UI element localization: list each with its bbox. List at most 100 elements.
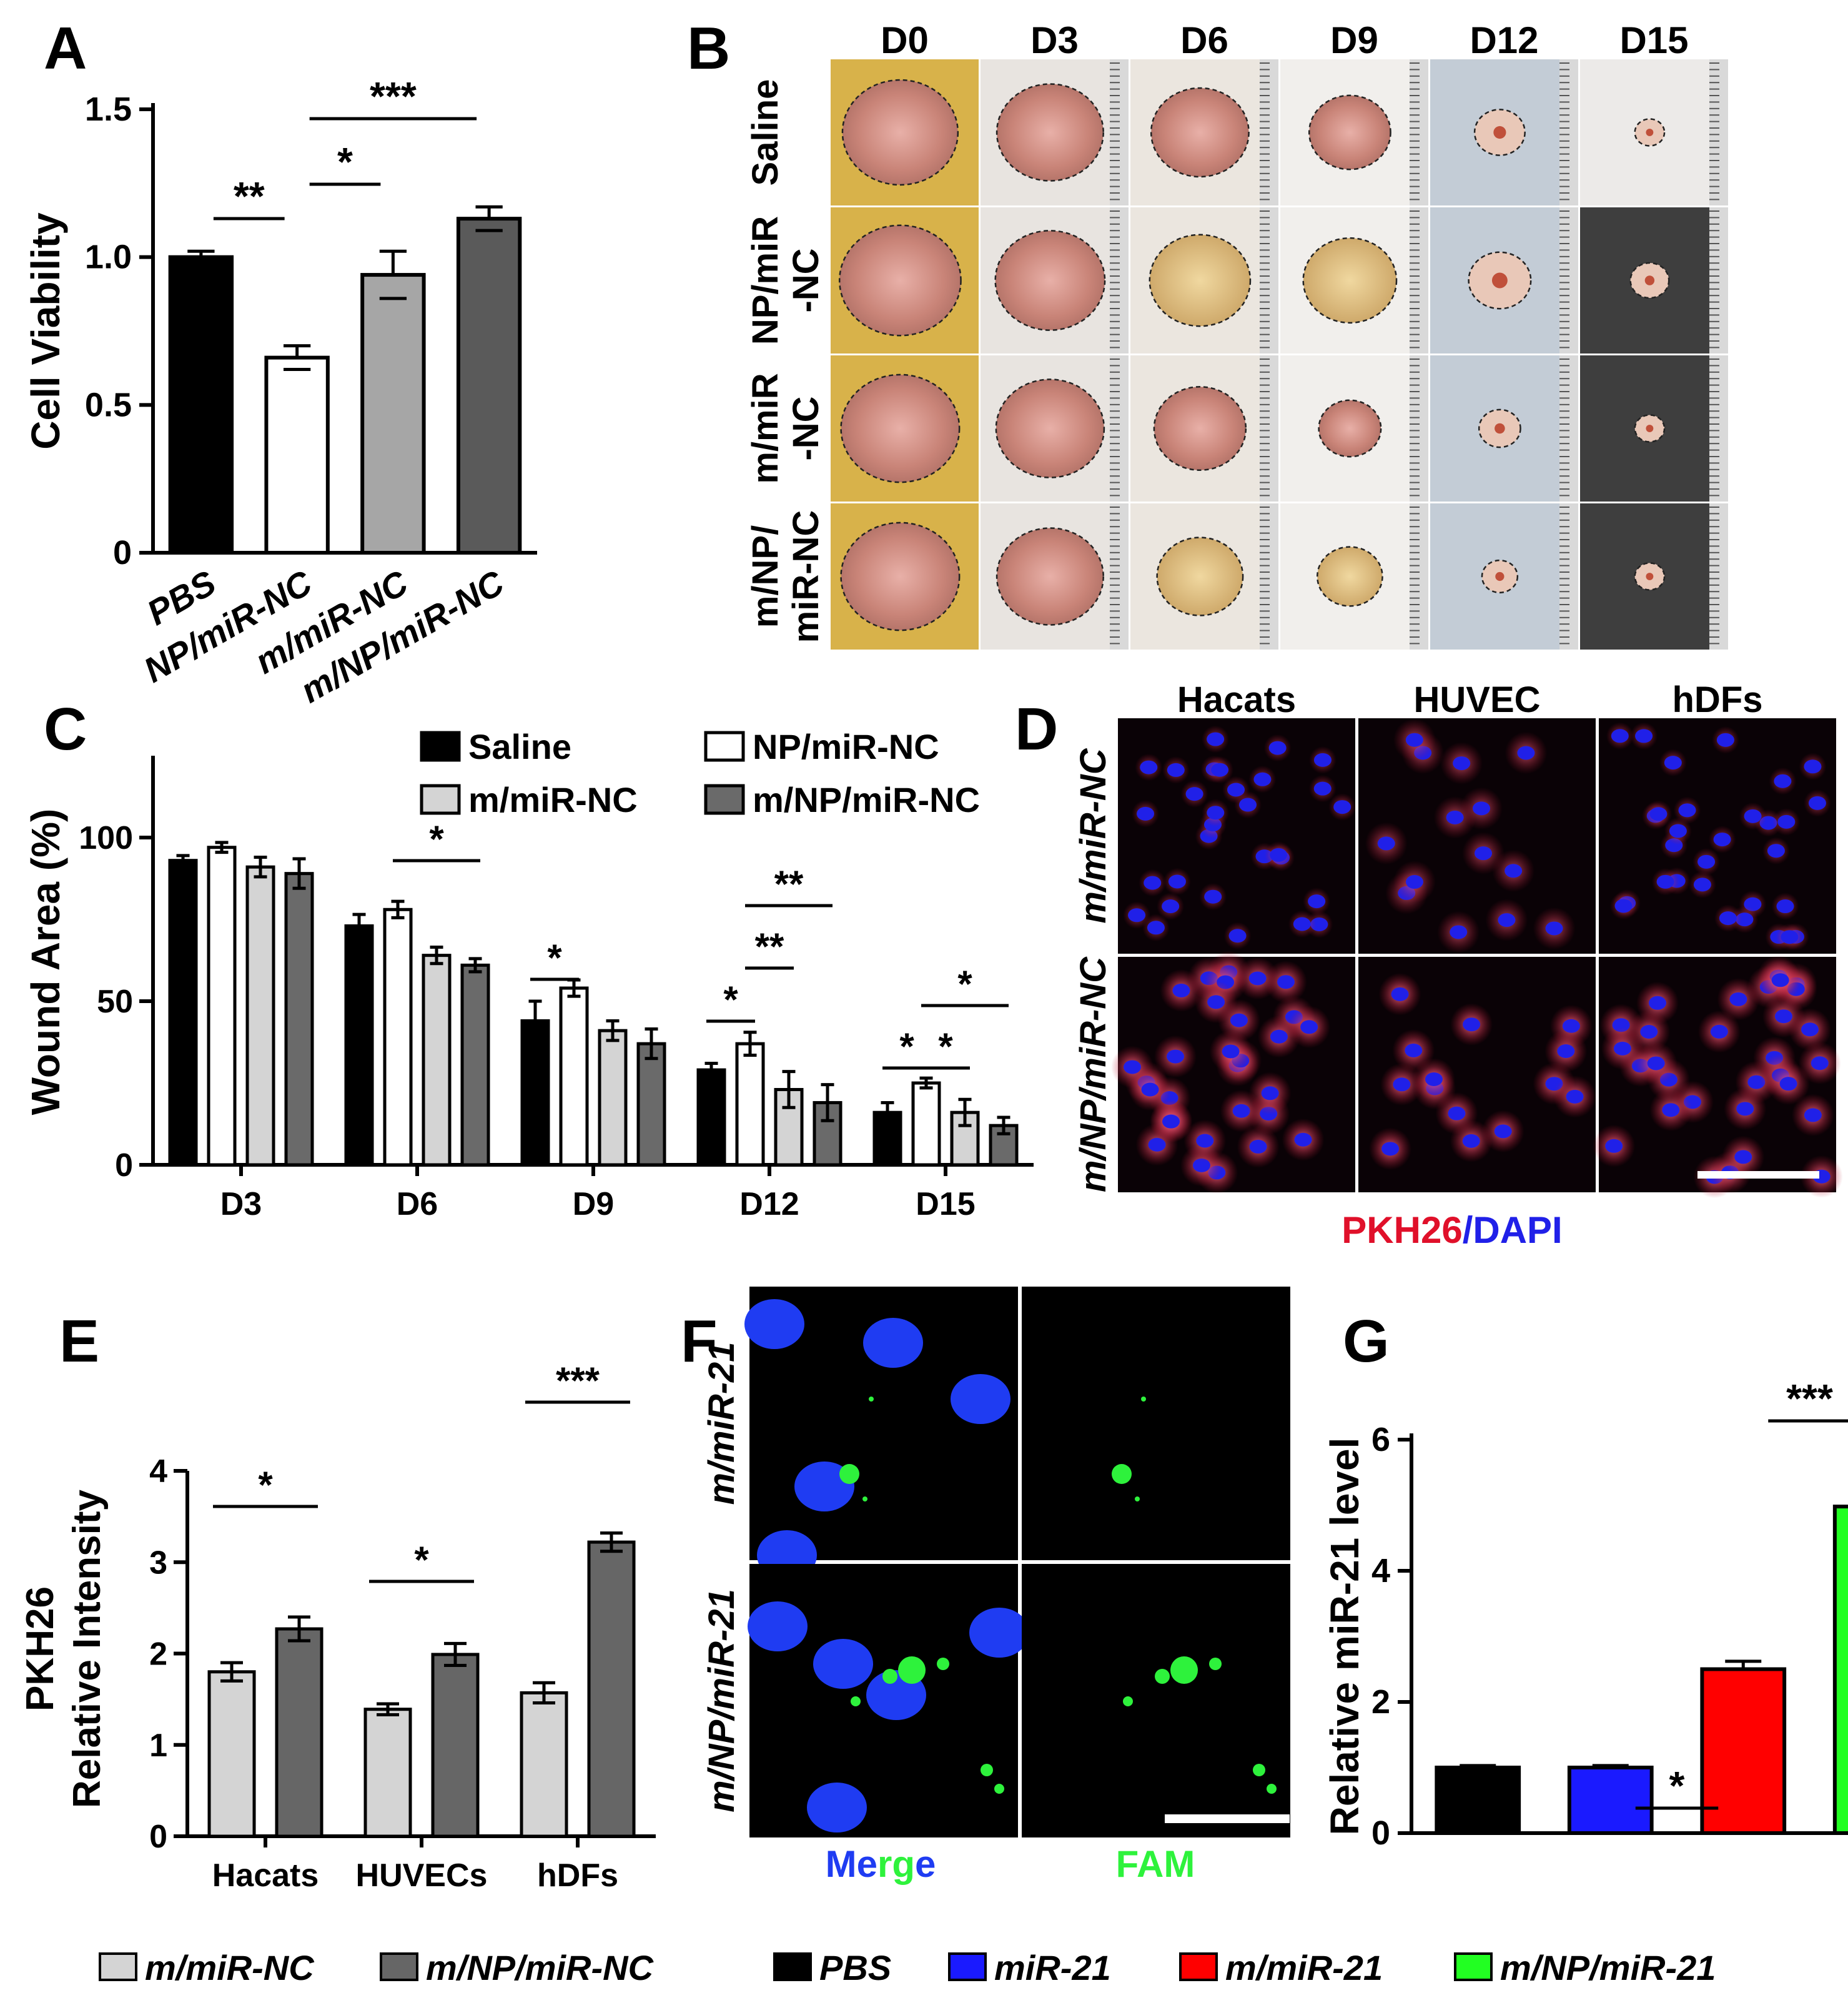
nucleus [1313,753,1332,767]
x-tick-label: Hacats [212,1857,319,1894]
legend-label: NP/miR-NC [753,727,939,766]
panel-c: C 0 50 100 D3 D6 D9 D12 D15 Wound Area (%) Saline… [23,696,1034,1222]
nucleus [1294,1132,1312,1147]
wound-core [1646,129,1654,136]
bar [989,1124,1019,1167]
significance-label: * [938,1026,953,1067]
nucleus [1767,844,1785,858]
wound-outline [995,378,1105,478]
significance-label: ** [234,174,265,219]
row-label: m/NP/miR-21 [701,1589,742,1813]
nucleus [1313,781,1332,796]
nucleus [1664,756,1682,770]
ruler [1559,355,1578,502]
nucleus [1144,876,1162,890]
panel-d: D Hacats HUVEC hDFs m/miR-NC m/NP/miR-NC PKH… [1015,680,1843,1251]
wound-outline [1150,87,1250,178]
y-tick-label: 6 [1371,1421,1390,1458]
ruler [1110,59,1129,205]
nucleus [1734,1150,1752,1164]
column-label: Hacats [1177,680,1296,720]
nucleus [1230,1013,1248,1027]
day-label: D9 [1330,19,1378,61]
nucleus [1248,971,1267,986]
nucleus [1249,1139,1267,1154]
fam-signal [882,1669,897,1684]
fam-signal [839,1464,859,1484]
x-tick-label: D3 [220,1186,262,1222]
fam-signal [869,1397,874,1402]
bar [168,859,198,1167]
nucleus [1333,800,1351,814]
significance-label: * [258,1464,273,1506]
nucleus [1308,894,1326,909]
nucleus [1804,1108,1822,1122]
nucleus [863,1318,923,1368]
significance-label: *** [556,1360,600,1402]
bar [245,865,275,1167]
nucleus [1222,1044,1240,1059]
y-tick-label: 50 [97,984,133,1020]
group-label-line1: NP/miR [745,216,786,345]
ruler [1110,207,1129,354]
ruler [1559,207,1578,354]
nucleus [1613,1041,1631,1056]
panel-letter-g: G [1343,1308,1390,1375]
y-axis-label: Relative miR-21 level [1322,1438,1367,1836]
legend-swatch [420,731,461,762]
significance-label: * [1669,1763,1685,1808]
nucleus [1162,1114,1180,1129]
nucleus [1781,930,1799,944]
wound-core [1644,275,1655,285]
fam-signal [1155,1669,1170,1684]
nucleus [1253,772,1272,786]
y-tick-label: 4 [1371,1552,1390,1590]
significance-label: * [414,1539,429,1581]
day-label: D12 [1470,19,1538,61]
nucleus [1204,889,1222,904]
panel-letter-e: E [59,1308,99,1375]
panel-letter-a: A [44,15,87,82]
x-tick-label: HUVECs [356,1857,488,1894]
y-axis-label: Wound Area (%) [23,809,68,1115]
group-label-line1: Saline [745,79,786,186]
nucleus [1405,1043,1423,1057]
wound-outline [841,79,959,186]
fam-signal [1141,1397,1146,1402]
wound-outline [1156,537,1244,616]
merge-label-blue-end: e [915,1843,936,1885]
merge-label: Merge [826,1843,936,1885]
wound-outline [996,83,1104,182]
bar [383,908,413,1167]
nucleus [807,1783,867,1832]
nucleus [1736,1102,1754,1116]
wound-core [1646,425,1654,432]
group-label-line1: m/miR [745,373,786,483]
nucleus [1270,1029,1288,1044]
x-tick-label: D15 [916,1186,975,1222]
nucleus [1713,833,1731,847]
legend-swatch [1454,1952,1493,1981]
fam-signal [1112,1464,1132,1484]
nucleus [1148,1137,1166,1152]
legend-label: miR-21 [994,1948,1111,1987]
group-label-line2: -NC [786,248,826,312]
nucleus [1268,741,1287,755]
nucleus [1557,1044,1575,1058]
bar [284,872,314,1167]
nucleus [1207,806,1225,820]
nucleus [1300,1020,1318,1034]
nucleus [1167,763,1185,777]
legend-swatch [948,1952,987,1981]
group-label-line2: miR-NC [786,510,826,643]
nucleus [1128,908,1146,922]
legend-swatch [704,784,745,815]
y-tick-label: 2 [149,1636,167,1673]
micrograph [1022,1287,1290,1560]
group-label-line2: -NC [786,396,826,460]
nucleus [1566,1089,1584,1104]
nucleus [1669,824,1687,838]
nucleus [1448,1106,1466,1120]
significance-label: *** [1786,1376,1833,1421]
scale-bar [1697,1171,1819,1179]
